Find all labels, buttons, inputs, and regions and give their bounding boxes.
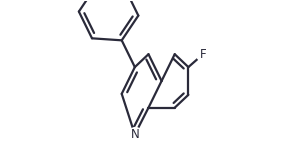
Text: N: N xyxy=(131,128,139,141)
Text: F: F xyxy=(200,48,206,61)
